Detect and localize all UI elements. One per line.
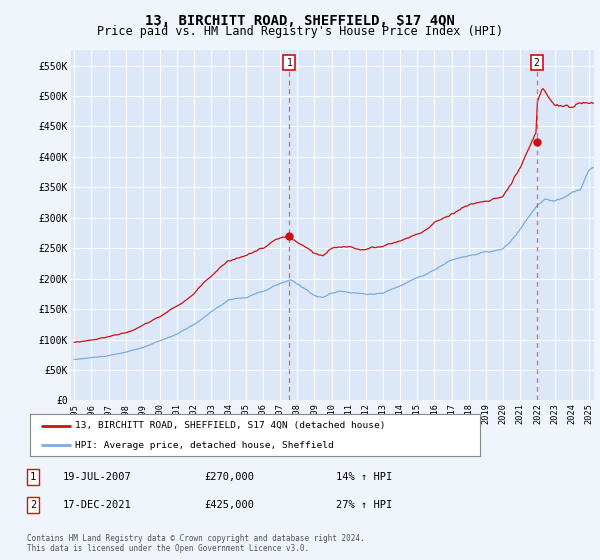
Text: 1: 1 (30, 472, 36, 482)
Text: 27% ↑ HPI: 27% ↑ HPI (336, 500, 392, 510)
Text: 19-JUL-2007: 19-JUL-2007 (63, 472, 132, 482)
Text: 2: 2 (30, 500, 36, 510)
Text: 14% ↑ HPI: 14% ↑ HPI (336, 472, 392, 482)
Text: £425,000: £425,000 (204, 500, 254, 510)
Text: 13, BIRCHITT ROAD, SHEFFIELD, S17 4QN: 13, BIRCHITT ROAD, SHEFFIELD, S17 4QN (145, 14, 455, 28)
Text: 1: 1 (286, 58, 292, 68)
Text: Contains HM Land Registry data © Crown copyright and database right 2024.
This d: Contains HM Land Registry data © Crown c… (27, 534, 365, 553)
Text: 2: 2 (534, 58, 539, 68)
Text: HPI: Average price, detached house, Sheffield: HPI: Average price, detached house, Shef… (75, 441, 334, 450)
Text: 17-DEC-2021: 17-DEC-2021 (63, 500, 132, 510)
Text: £270,000: £270,000 (204, 472, 254, 482)
Text: 13, BIRCHITT ROAD, SHEFFIELD, S17 4QN (detached house): 13, BIRCHITT ROAD, SHEFFIELD, S17 4QN (d… (75, 421, 386, 430)
Text: Price paid vs. HM Land Registry's House Price Index (HPI): Price paid vs. HM Land Registry's House … (97, 25, 503, 38)
